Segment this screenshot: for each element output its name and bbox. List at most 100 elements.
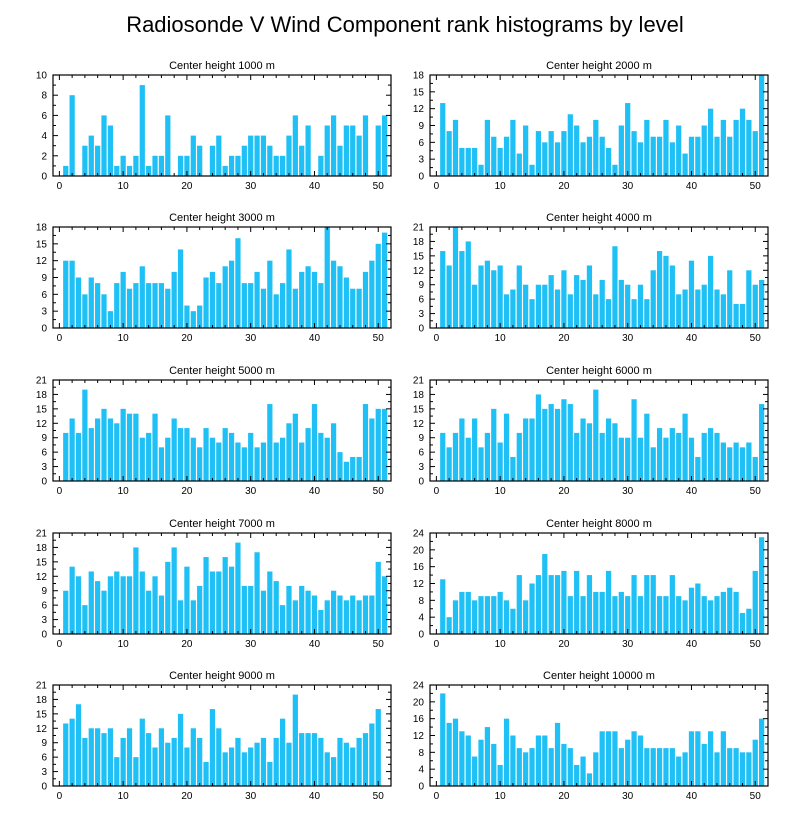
bar [88, 428, 94, 481]
bar [69, 95, 75, 176]
bar [529, 164, 535, 176]
bar [503, 718, 510, 786]
bar [362, 595, 369, 634]
y-tick-label: 12 [36, 256, 48, 267]
bar [682, 600, 688, 634]
y-tick-label: 12 [413, 104, 425, 115]
x-tick-label: 50 [750, 639, 762, 650]
bar [465, 735, 471, 786]
bar [612, 164, 618, 176]
bar [139, 437, 145, 481]
bar [459, 147, 465, 176]
bar [574, 125, 580, 176]
bar [248, 135, 254, 176]
y-tick-label: 12 [36, 419, 48, 430]
bar [222, 752, 228, 786]
bar [114, 423, 120, 481]
bar [688, 587, 695, 634]
bar [254, 271, 260, 328]
bar [177, 428, 184, 481]
bar [209, 437, 216, 481]
bar [362, 404, 369, 481]
bar [107, 125, 114, 176]
bar [625, 739, 631, 786]
bar [650, 575, 656, 634]
bar [452, 432, 459, 481]
bar [752, 456, 758, 481]
bar [286, 585, 292, 634]
x-tick-label: 40 [309, 639, 321, 650]
bar [375, 408, 381, 481]
x-tick-label: 50 [373, 791, 385, 802]
bar [733, 591, 739, 634]
bar [235, 737, 241, 786]
bar [567, 114, 573, 176]
x-tick-label: 30 [245, 639, 257, 650]
x-tick-label: 30 [622, 791, 634, 802]
bar [82, 605, 88, 634]
bar [63, 260, 69, 328]
bar [637, 142, 644, 176]
bar [228, 155, 235, 176]
bar [733, 119, 739, 176]
bar [356, 600, 362, 634]
bar [107, 576, 114, 634]
bar [101, 408, 107, 481]
x-tick-label: 40 [309, 333, 321, 344]
bar [701, 284, 707, 328]
bar [676, 294, 682, 328]
bar [177, 155, 184, 176]
bar [452, 718, 459, 786]
bar [625, 284, 631, 328]
bar [548, 575, 554, 634]
bar [95, 283, 101, 328]
bar [491, 408, 497, 481]
bar [171, 737, 177, 786]
x-tick-label: 0 [434, 333, 440, 344]
bar [459, 251, 465, 328]
y-tick-label: 21 [413, 376, 425, 387]
bar [82, 389, 88, 481]
bar [158, 447, 165, 481]
bar [523, 284, 529, 328]
bar [561, 270, 567, 328]
bar [184, 305, 190, 328]
bar [228, 260, 235, 328]
bar [88, 277, 94, 328]
bar [69, 566, 75, 634]
bar [580, 418, 586, 481]
panel-8: Center height 8000 m 0 10 20 30 40 50 0 4 8 12 16 20… [413, 518, 769, 650]
bar [465, 591, 471, 634]
x-tick-label: 20 [181, 333, 193, 344]
bar [330, 590, 337, 634]
bar [663, 596, 669, 635]
bar [382, 232, 388, 328]
bar [656, 428, 663, 481]
bar [542, 142, 548, 176]
bar [184, 155, 190, 176]
bar [637, 596, 644, 635]
bar [177, 249, 184, 328]
y-tick-label: 6 [418, 295, 424, 306]
x-tick-label: 0 [57, 486, 63, 497]
bar [88, 728, 94, 786]
bar [688, 260, 695, 328]
bar [516, 153, 522, 176]
bar [177, 600, 184, 634]
y-tick-label: 18 [36, 543, 48, 554]
bar [727, 136, 733, 176]
bar [146, 733, 152, 786]
bar [605, 731, 612, 786]
bar [197, 305, 203, 328]
bar [459, 731, 465, 786]
bar [177, 713, 184, 786]
bar [535, 575, 542, 634]
bar [472, 756, 478, 786]
y-tick-label: 3 [41, 307, 47, 318]
bar [139, 85, 145, 176]
bar [580, 596, 586, 635]
bar [497, 265, 503, 328]
y-tick-label: 0 [418, 477, 424, 488]
bar [440, 579, 446, 634]
bar [535, 131, 542, 176]
